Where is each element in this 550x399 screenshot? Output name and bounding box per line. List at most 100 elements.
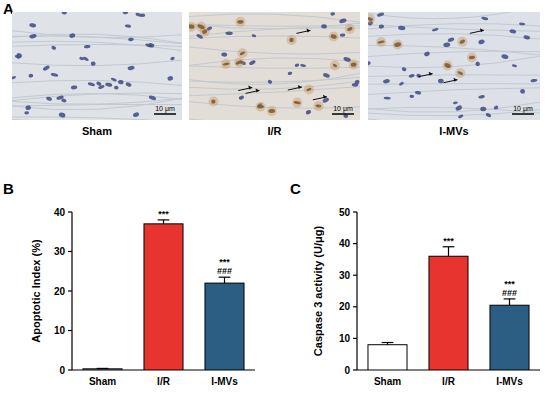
nucleus <box>12 75 16 80</box>
scale-bar-label: 10 μm <box>155 105 175 113</box>
nucleus <box>432 27 439 31</box>
nucleus <box>84 45 91 49</box>
nucleus <box>294 63 299 67</box>
fiber <box>368 56 540 68</box>
nucleus <box>14 54 20 59</box>
y-axis-label: Caspase 3 activity (U/μg) <box>312 226 324 357</box>
arrow-head <box>256 88 260 92</box>
stain <box>235 17 245 27</box>
fiber <box>189 23 360 29</box>
nucleus <box>61 98 67 103</box>
nucleus <box>458 114 464 119</box>
stain <box>455 68 465 78</box>
y-tick <box>353 306 357 307</box>
y-tick-label: 20 <box>54 286 66 297</box>
scale-bar-label: 10 μm <box>513 105 533 113</box>
stain <box>467 53 477 63</box>
scale-bar <box>512 113 534 115</box>
micrograph: 10 μm Sham <box>10 10 182 137</box>
nucleus <box>340 33 346 36</box>
bars <box>368 247 529 370</box>
error-cap <box>504 298 516 299</box>
panel-letter: C <box>290 180 301 197</box>
y-axis <box>356 212 357 370</box>
nucleus <box>87 82 95 87</box>
stain <box>256 102 266 112</box>
nucleus <box>42 65 50 72</box>
nucleus <box>25 105 32 111</box>
stain <box>292 98 302 108</box>
nucleus <box>61 12 67 15</box>
nucleus <box>378 24 384 29</box>
nucleus <box>238 95 244 100</box>
error-bar <box>382 343 394 345</box>
nucleus <box>398 25 406 30</box>
scale-bar <box>154 113 176 115</box>
y-tick-label: 30 <box>54 246 66 257</box>
scale-bar <box>332 113 354 115</box>
error-line <box>224 277 225 283</box>
stain <box>237 48 247 58</box>
nucleus <box>401 67 407 72</box>
stain <box>267 106 277 116</box>
nucleus <box>148 95 156 101</box>
nucleus <box>305 109 312 115</box>
fiber <box>12 41 182 50</box>
stain <box>368 14 375 24</box>
nucleus <box>423 51 430 57</box>
stain <box>304 84 314 94</box>
nucleus <box>493 105 499 110</box>
stain <box>313 101 323 111</box>
nucleus <box>125 24 132 28</box>
nucleus <box>339 18 347 24</box>
micrograph-label: Sham <box>82 125 112 137</box>
fiber <box>189 119 360 120</box>
nucleus <box>447 37 454 43</box>
fiber <box>189 77 360 82</box>
y-tick <box>68 330 72 331</box>
arrow-head <box>480 28 484 32</box>
nucleus <box>82 56 89 62</box>
y-tick-label: 50 <box>339 207 351 218</box>
nucleus <box>398 81 404 86</box>
nucleus <box>475 61 480 66</box>
panel-letter: B <box>3 180 14 197</box>
y-tick <box>68 211 72 212</box>
nucleus <box>58 112 66 118</box>
y-tick-label: 20 <box>339 301 351 312</box>
nucleus <box>123 12 129 14</box>
nucleus <box>118 79 124 84</box>
nucleus <box>509 29 516 34</box>
x-tick-label: Sham <box>89 376 116 387</box>
significance: ### <box>217 266 232 276</box>
bar <box>83 369 122 370</box>
nucleus <box>377 12 385 17</box>
arrow-head <box>306 28 310 32</box>
bar <box>205 283 244 370</box>
micrograph-background <box>189 12 360 120</box>
bar <box>490 305 529 370</box>
y-tick-label: 30 <box>339 270 351 281</box>
fiber <box>368 83 540 85</box>
nucleus <box>90 61 95 66</box>
stain <box>221 59 231 69</box>
nucleus <box>455 104 463 111</box>
arrow-head <box>323 95 327 99</box>
y-tick <box>353 338 357 339</box>
scale-bar-label: 10 μm <box>333 105 353 113</box>
error-cap <box>219 277 231 278</box>
nucleus <box>322 72 330 78</box>
significance: ### <box>502 288 517 298</box>
y-tick <box>353 243 357 244</box>
nucleus <box>69 33 76 39</box>
nucleus <box>170 56 175 61</box>
error-line <box>448 247 449 256</box>
stain <box>189 22 196 32</box>
nucleus <box>105 82 113 87</box>
y-tick <box>353 275 357 276</box>
y-tick-label: 0 <box>344 365 350 376</box>
micrograph-label: I/R <box>267 125 281 137</box>
micrograph-texture <box>12 12 182 120</box>
arrow-head <box>298 85 302 89</box>
y-tick-label: 10 <box>54 325 66 336</box>
